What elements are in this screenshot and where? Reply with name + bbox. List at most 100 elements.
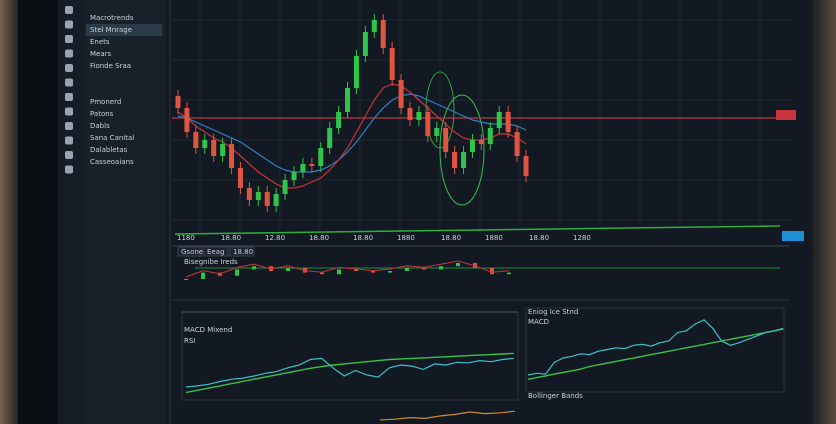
indicator-line <box>527 319 784 376</box>
candle-body <box>291 172 297 180</box>
icon-bar <box>58 0 84 424</box>
menu-item[interactable]: Fionde Sraa <box>90 62 131 70</box>
tool-icon[interactable] <box>65 49 73 58</box>
mini-candle <box>422 267 426 270</box>
candle-body <box>380 20 386 48</box>
candle-body <box>300 164 306 172</box>
price-tag <box>782 231 804 241</box>
tab-label[interactable]: Eeag <box>207 248 224 256</box>
candle-body <box>487 128 493 144</box>
tab[interactable] <box>203 246 229 257</box>
candle-body <box>175 96 181 108</box>
x-tick-label: 12.80 <box>265 234 285 242</box>
bezel-right <box>812 0 836 424</box>
tab-label[interactable]: 18.80 <box>233 248 253 256</box>
candle-body <box>461 152 467 168</box>
candle-body <box>184 108 190 132</box>
candle-body <box>353 56 359 88</box>
candle-body <box>193 132 199 148</box>
menu-item[interactable]: Dalabletas <box>90 146 128 154</box>
signal-line <box>185 352 514 394</box>
tool-icon[interactable] <box>65 107 73 116</box>
candle-body <box>264 192 270 206</box>
panel-frame <box>525 307 785 393</box>
candle-body <box>255 192 261 200</box>
candle-body <box>202 140 208 148</box>
mini-candle <box>371 271 375 273</box>
panel-line <box>185 260 510 278</box>
mini-candle <box>388 271 392 273</box>
panel-title: Bollinger Bands <box>528 392 583 400</box>
annotation-circle <box>439 94 485 206</box>
menu-item[interactable]: Mears <box>90 50 112 58</box>
menu-item[interactable]: Enets <box>90 38 110 46</box>
tool-icon[interactable] <box>65 20 73 29</box>
menu-item[interactable]: Patons <box>90 110 114 118</box>
candle-body <box>327 128 333 148</box>
candle-body <box>443 128 449 152</box>
moving-average <box>177 83 527 189</box>
tool-icon[interactable] <box>65 136 73 145</box>
mini-candle <box>337 269 341 275</box>
menu-item[interactable]: Sana Canital <box>90 134 134 142</box>
x-tick-label: 18.80 <box>441 234 461 242</box>
mini-candle <box>286 267 290 271</box>
price-tag <box>776 110 796 120</box>
tool-icon[interactable] <box>65 165 73 174</box>
tab[interactable] <box>177 246 203 257</box>
menu-item[interactable]: Stel Mnrage <box>90 26 132 34</box>
mini-candle <box>405 267 409 271</box>
candle-body <box>220 144 226 156</box>
mini-candle <box>252 266 256 270</box>
candle-body <box>478 140 484 144</box>
menu-item[interactable]: Casseoaians <box>90 158 134 166</box>
candle-body <box>273 194 279 206</box>
tool-icon[interactable] <box>65 151 73 159</box>
tool-icon[interactable] <box>65 35 73 43</box>
annotation-circle <box>425 71 455 149</box>
trend-line <box>174 225 781 235</box>
mini-candle <box>456 263 460 267</box>
candle-body <box>246 188 252 200</box>
mini-candle <box>439 266 443 270</box>
candle-body <box>229 144 235 168</box>
panel-subtitle: MACD <box>528 318 549 326</box>
x-tick-label: 18.80 <box>221 234 241 242</box>
candle-body <box>407 108 413 120</box>
menu-item[interactable]: Dabls <box>90 122 110 130</box>
x-tick-label: 18.80 <box>309 234 329 242</box>
tool-icon[interactable] <box>65 64 73 72</box>
tool-icon[interactable] <box>65 78 73 87</box>
sidebar-selected <box>86 24 162 36</box>
candle-body <box>318 148 324 166</box>
candle-body <box>211 140 217 156</box>
sidebar <box>84 0 166 424</box>
candle-body <box>416 112 422 120</box>
candle-body <box>505 112 511 132</box>
candle-body <box>345 88 351 112</box>
signal-line <box>527 328 784 380</box>
candle-body <box>362 32 368 56</box>
candle-body <box>425 112 431 136</box>
candle-body <box>371 20 377 32</box>
candle-body <box>452 152 458 168</box>
candle-body <box>523 156 529 176</box>
mini-candle <box>507 272 511 275</box>
menu-item[interactable]: Pmonerd <box>90 98 121 106</box>
menu-item[interactable]: Macrotrends <box>90 14 134 22</box>
candle-body <box>398 80 404 108</box>
mini-candle <box>320 272 324 275</box>
tab[interactable] <box>229 246 255 257</box>
x-tick-label: 1880 <box>485 234 503 242</box>
x-tick-label: 1880 <box>397 234 415 242</box>
candle-body <box>237 168 243 188</box>
mini-candle <box>235 269 239 276</box>
candle-body <box>496 112 502 128</box>
panel-title: Bisegnibe Ireds <box>184 258 238 266</box>
tab-label[interactable]: Gsone <box>181 248 203 256</box>
tool-icon[interactable] <box>65 93 73 101</box>
panel-title: Eniog Ice Stnd <box>528 308 578 316</box>
tool-icon[interactable] <box>65 122 73 130</box>
tool-icon[interactable] <box>65 6 73 14</box>
